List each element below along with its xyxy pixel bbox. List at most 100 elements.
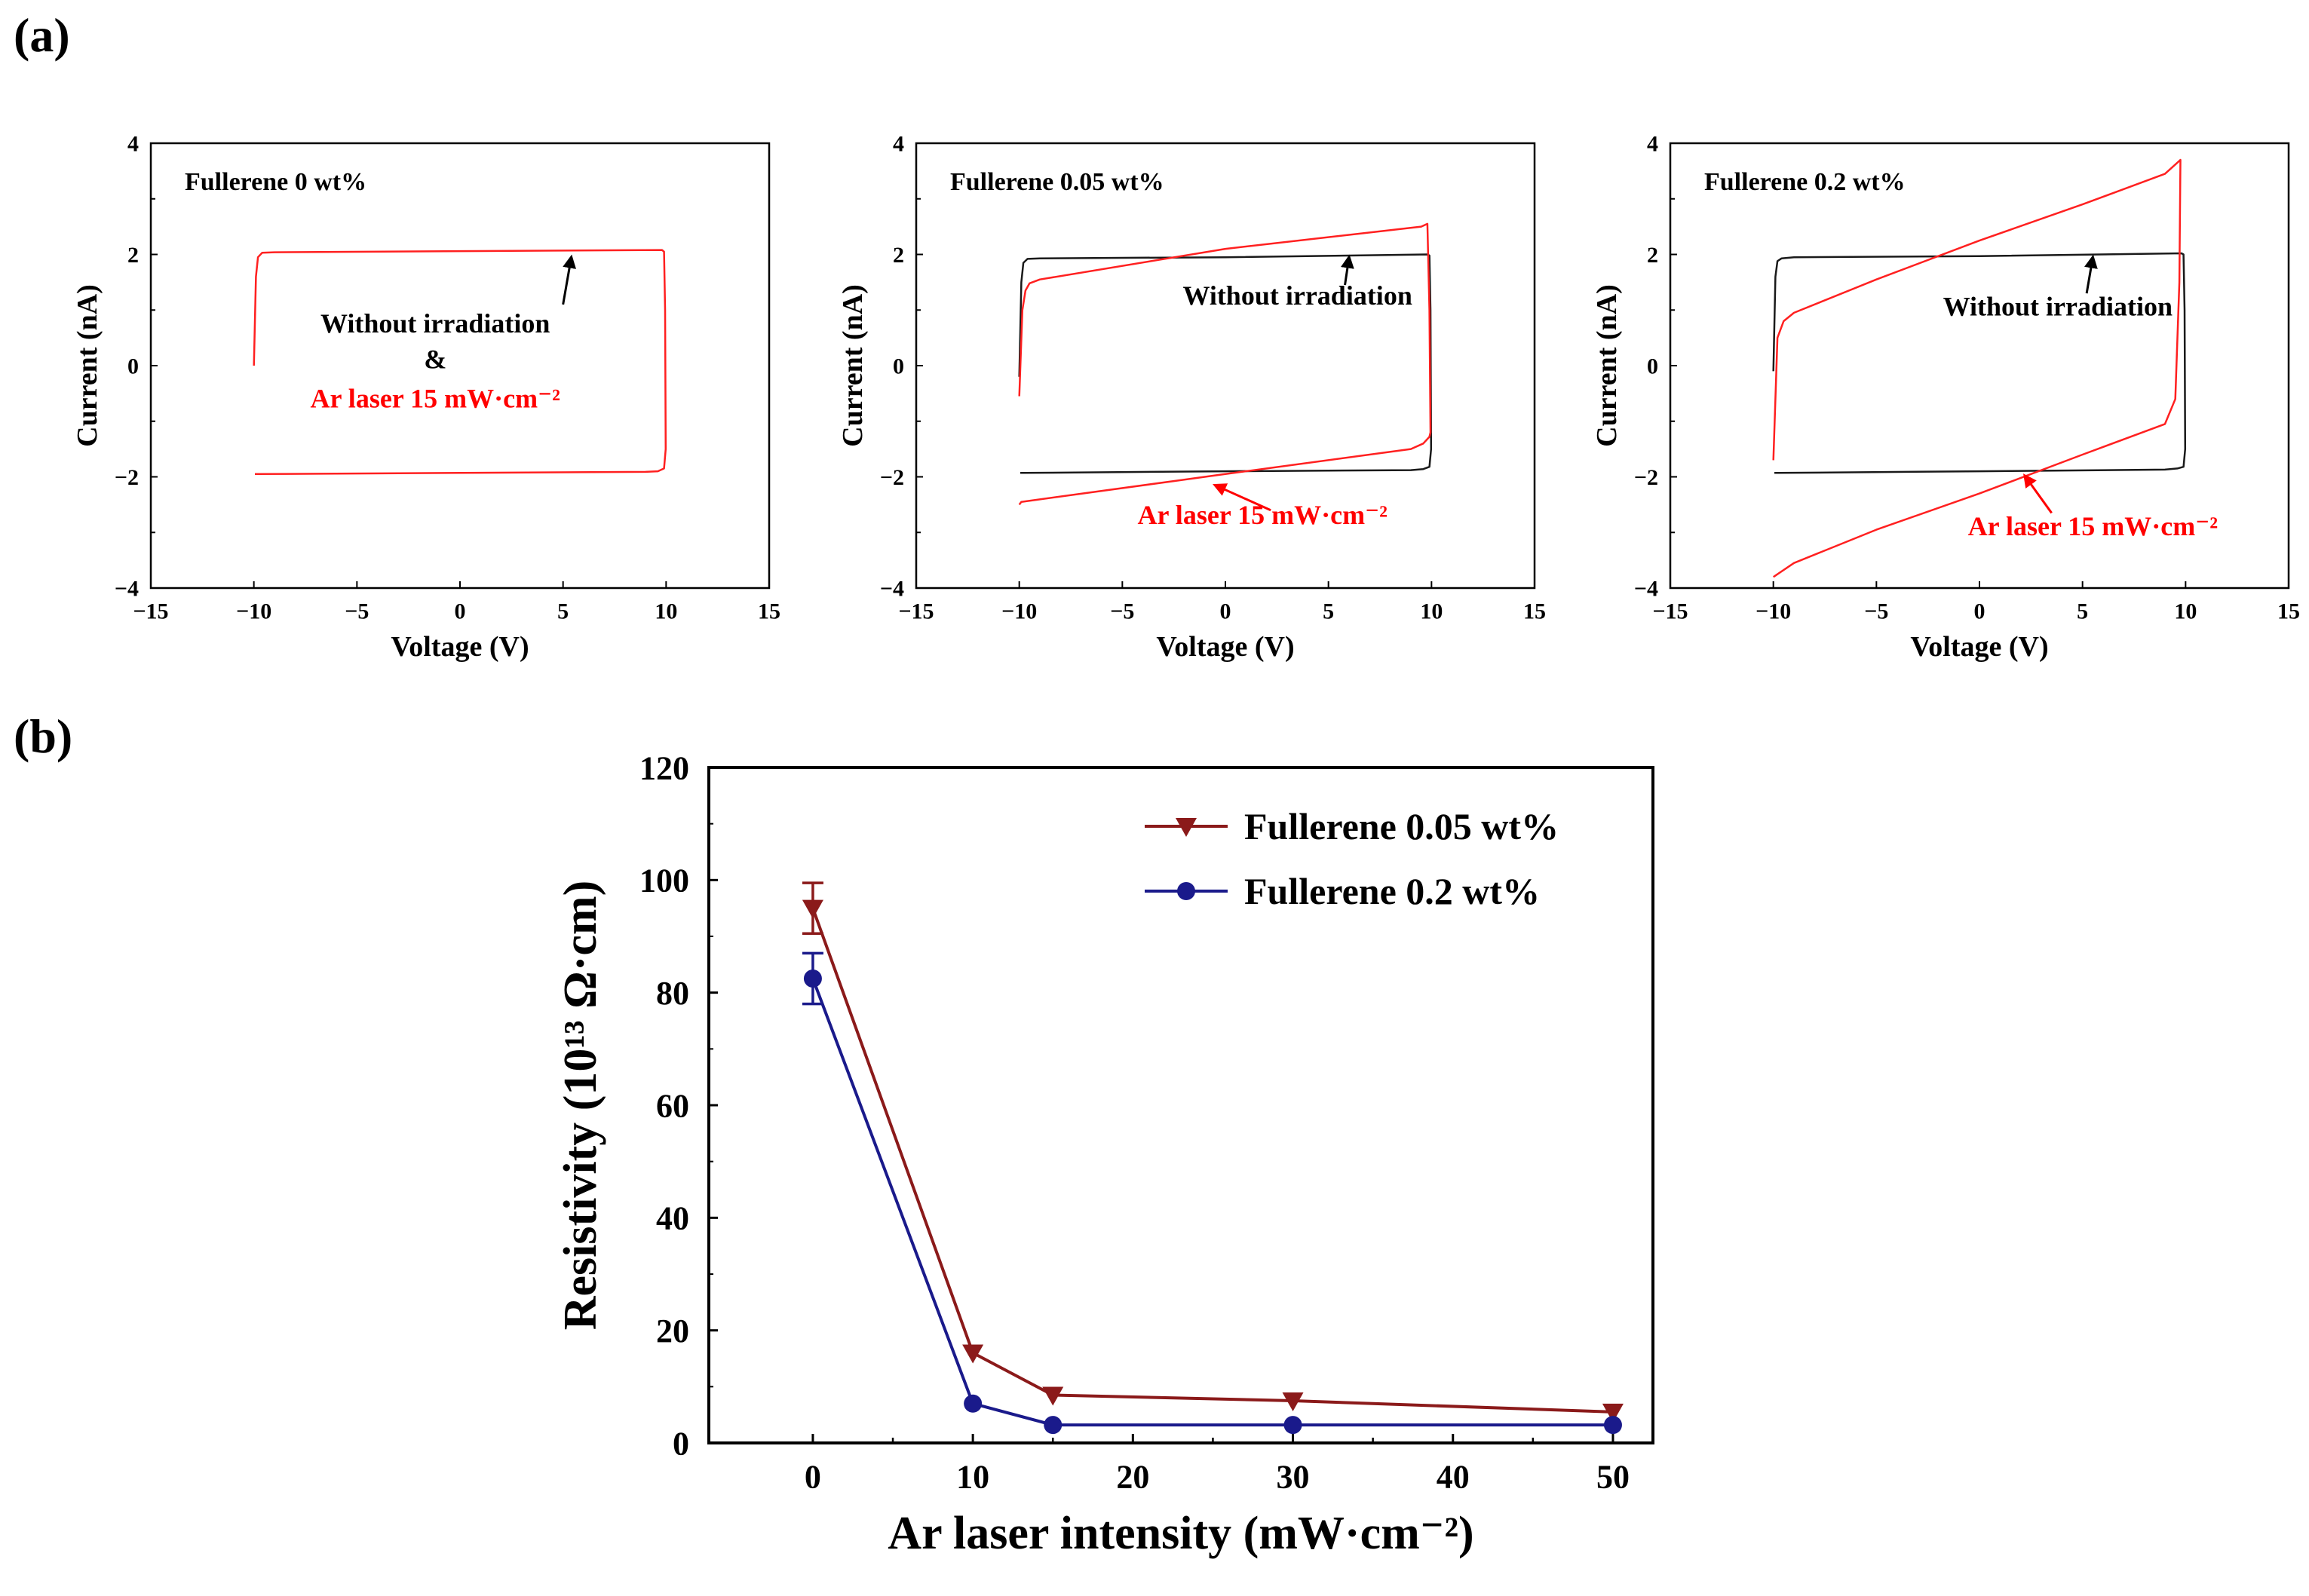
- y-tick-label: −2: [115, 465, 139, 490]
- x-tick-label: 5: [1323, 599, 1334, 624]
- annotation-arrow: [2084, 254, 2098, 294]
- x-tick-label: 30: [1277, 1458, 1310, 1495]
- x-axis-label: Ar laser intensity (mW·cm⁻²): [888, 1508, 1473, 1559]
- x-tick-label: 5: [557, 599, 569, 624]
- y-tick-label: −2: [880, 465, 904, 490]
- legend-label: Fullerene 0.05 wt%: [1244, 805, 1559, 847]
- y-tick-label: 0: [673, 1425, 689, 1462]
- x-axis-label: Voltage (V): [391, 631, 529, 663]
- x-tick-label: −10: [1001, 599, 1037, 624]
- iv-curve-laser: [1772, 158, 2182, 578]
- annotation-label: Ar laser 15 mW·cm⁻²: [310, 383, 560, 413]
- x-tick-label: −15: [898, 599, 934, 624]
- y-tick-label: 2: [1647, 243, 1658, 268]
- chart-a2: −15 −10 −5 0 5 10 15 −4 −2 0 2 4 Voltage (V) Current …: [837, 132, 1546, 663]
- y-tick-label: 100: [639, 862, 689, 899]
- x-tick-label: 50: [1596, 1458, 1630, 1495]
- x-tick-label: 10: [655, 599, 677, 624]
- data-point: [802, 899, 823, 919]
- y-tick-label: −4: [115, 577, 139, 602]
- y-tick-label: 2: [893, 243, 904, 268]
- annotation-label: Without irradiation: [1943, 292, 2173, 322]
- plot-frame: [149, 142, 771, 590]
- y-tick-label: −2: [1634, 465, 1658, 490]
- y-tick-label: −4: [880, 577, 904, 602]
- legend-marker: [1176, 818, 1197, 837]
- x-tick-label: −5: [1110, 599, 1134, 624]
- annotation-label: Without irradiation: [1182, 280, 1412, 311]
- annotation-label: Ar laser 15 mW·cm⁻²: [1137, 500, 1387, 530]
- x-tick-label: 10: [2174, 599, 2197, 624]
- y-axis-label: Resistivity (10¹³ Ω·cm): [555, 881, 606, 1330]
- iv-curve-laser: [1018, 222, 1432, 506]
- chart-b: 0 10 20 30 40 50 0 20 40 60 80 100 120 Ar laser inten…: [555, 749, 1654, 1559]
- data-point: [1602, 1403, 1624, 1423]
- chart-a1: −15 −10 −5 0 5 10 15 −4 −2 0 2 4 Voltage (V) Current …: [72, 132, 780, 663]
- annotation-label: Ar laser 15 mW·cm⁻²: [1968, 511, 2218, 541]
- x-tick-label: −5: [1864, 599, 1888, 624]
- y-tick-label: 4: [127, 132, 139, 157]
- x-tick-label: 15: [2277, 599, 2300, 624]
- y-axis-label: Current (nA): [1591, 284, 1623, 447]
- data-point: [1044, 1416, 1063, 1435]
- legend-marker: [1177, 882, 1195, 900]
- x-tick-label: −10: [236, 599, 271, 624]
- legend-label: Fullerene 0.2 wt%: [1244, 870, 1540, 912]
- data-point: [962, 1344, 984, 1364]
- x-axis-label: Voltage (V): [1910, 631, 2048, 663]
- iv-curve-laser: [253, 249, 667, 476]
- x-tick-label: 5: [2077, 599, 2088, 624]
- data-point: [1603, 1416, 1622, 1435]
- x-tick-label: −10: [1756, 599, 1791, 624]
- iv-curve-no-irradiation: [1772, 252, 2187, 474]
- annotation-arrow: [2023, 473, 2053, 514]
- y-tick-label: 20: [656, 1313, 689, 1349]
- y-tick-label: 0: [127, 354, 139, 379]
- chart-a3: −15 −10 −5 0 5 10 15 −4 −2 0 2 4 Voltage (V) Current …: [1591, 132, 2300, 663]
- panel-label-a: (a): [14, 8, 70, 62]
- iv-curve-no-irradiation: [1018, 253, 1433, 474]
- y-tick-label: 4: [1647, 132, 1658, 157]
- y-axis-label: Current (nA): [72, 284, 103, 447]
- y-tick-label: 0: [1647, 354, 1658, 379]
- annotation-label: &: [424, 345, 446, 375]
- x-tick-label: 0: [455, 599, 466, 624]
- x-tick-label: 10: [1420, 599, 1443, 624]
- x-tick-label: 0: [1220, 599, 1231, 624]
- x-tick-label: 0: [805, 1458, 821, 1495]
- chart-title: Fullerene 0.05 wt%: [950, 168, 1164, 196]
- data-point: [1042, 1386, 1064, 1406]
- chart-title: Fullerene 0 wt%: [185, 168, 366, 196]
- series-line: [811, 978, 1613, 1427]
- annotation-arrow: [562, 254, 576, 305]
- y-tick-label: 40: [656, 1200, 689, 1237]
- series-line: [811, 908, 1613, 1414]
- x-axis-label: Voltage (V): [1156, 631, 1294, 663]
- y-tick-label: 0: [893, 354, 904, 379]
- x-tick-label: 15: [1523, 599, 1546, 624]
- x-tick-label: 10: [956, 1458, 989, 1495]
- x-tick-label: 20: [1116, 1458, 1149, 1495]
- y-tick-label: −4: [1634, 577, 1658, 602]
- annotation-arrow: [1340, 254, 1354, 286]
- data-point: [964, 1394, 983, 1413]
- plot-frame: [707, 766, 1654, 1444]
- data-point: [1282, 1392, 1304, 1411]
- x-tick-label: 15: [758, 599, 780, 624]
- x-tick-label: −15: [133, 599, 168, 624]
- annotation-label: Without irradiation: [320, 308, 550, 338]
- data-point: [1283, 1416, 1302, 1435]
- x-tick-label: 40: [1437, 1458, 1470, 1495]
- annotation-arrow: [1213, 483, 1271, 512]
- x-tick-label: −15: [1652, 599, 1688, 624]
- chart-title: Fullerene 0.2 wt%: [1704, 168, 1906, 196]
- panel-label-b: (b): [14, 709, 72, 763]
- y-tick-label: 4: [893, 132, 904, 157]
- y-tick-label: 2: [127, 243, 139, 268]
- charts-container: −15 −10 −5 0 5 10 15 −4 −2 0 2 4 Voltage (V) Current …: [72, 132, 2300, 1560]
- y-tick-label: 60: [656, 1087, 689, 1124]
- x-tick-label: −5: [345, 599, 369, 624]
- y-tick-label: 80: [656, 975, 689, 1012]
- y-tick-label: 120: [639, 749, 689, 786]
